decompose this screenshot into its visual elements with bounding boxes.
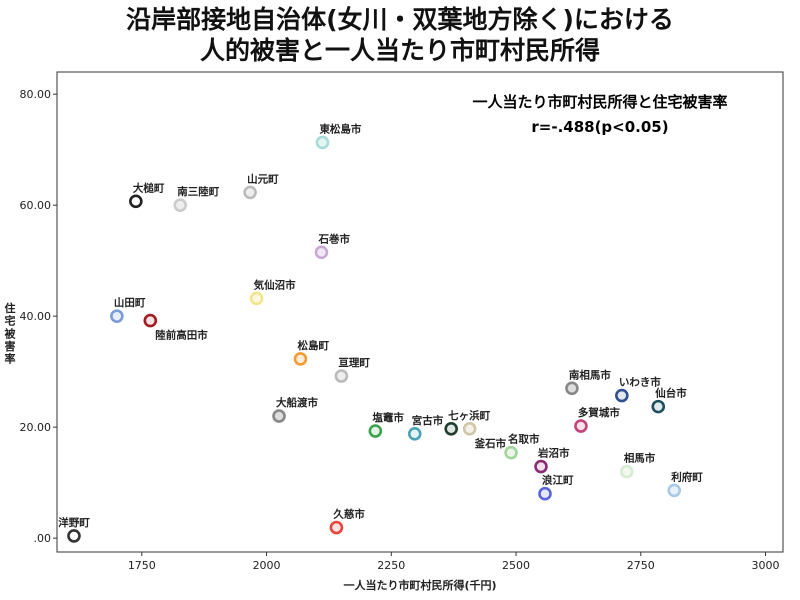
data-point	[574, 419, 588, 433]
data-point-label: 七ヶ浜町	[448, 409, 490, 422]
x-tick-label: 2000	[253, 559, 281, 572]
data-point	[249, 291, 264, 306]
data-point-label: 塩竈市	[372, 411, 404, 424]
data-point	[615, 388, 629, 403]
data-point	[368, 424, 383, 438]
correlation-annotation-line-1: 一人当たり市町村民所得と住宅被害率	[472, 93, 727, 111]
data-point-label: 釜石市	[474, 437, 507, 450]
data-point	[314, 245, 329, 260]
data-point-label: 東松島市	[319, 122, 361, 135]
data-point	[143, 313, 158, 328]
data-point	[329, 520, 344, 535]
x-tick-label: 2750	[627, 559, 655, 572]
data-point-label: 多賀城市	[578, 406, 620, 419]
x-tick-label: 2250	[377, 559, 405, 572]
data-point	[504, 445, 518, 460]
data-point	[315, 135, 330, 150]
x-tick-label: 2500	[502, 559, 530, 572]
data-point-label: 久慈市	[332, 508, 365, 521]
data-point-label: 大槌町	[133, 181, 165, 194]
y-tick-label: .00	[34, 532, 52, 545]
data-point	[444, 422, 458, 436]
chart-title-line-2: 人的被害と一人当たり市町村民所得	[199, 36, 600, 65]
data-point-label: 気仙沼市	[253, 278, 296, 291]
data-point	[173, 198, 188, 212]
data-point-label: 岩沼市	[537, 447, 570, 460]
y-tick-label: 20.00	[20, 421, 52, 434]
chart-title: 沿岸部接地自治体(女川・双葉地方除く)における 人的被害と一人当たり市町村民所得	[0, 4, 800, 66]
data-point-label: 宮古市	[412, 414, 444, 427]
x-tick-label: 3000	[752, 559, 780, 572]
data-point-label: 洋野町	[58, 516, 90, 529]
data-point	[534, 459, 548, 474]
data-point-label: 亘理町	[338, 357, 370, 369]
data-point	[651, 399, 666, 414]
data-point	[565, 381, 579, 396]
data-point	[407, 427, 422, 441]
data-point-label: 南相馬市	[569, 368, 611, 381]
y-tick-label: 80.00	[20, 88, 52, 101]
data-point-label: 浪江町	[542, 474, 574, 487]
data-point	[334, 369, 349, 383]
data-point-label: 大船渡市	[276, 396, 318, 409]
data-point	[462, 422, 477, 436]
y-axis: .00 20.00 40.00 60.00 80.00	[20, 88, 57, 545]
y-axis-label: 住宅被害率	[5, 301, 17, 366]
data-point-label: 石巻市	[317, 232, 350, 245]
data-point-label: 山元町	[247, 172, 279, 185]
data-point	[67, 529, 81, 543]
data-point	[538, 486, 552, 501]
data-point	[272, 409, 286, 423]
data-point-label: いわき市	[619, 376, 661, 389]
y-tick-label: 60.00	[20, 199, 52, 212]
chart-title-line-1: 沿岸部接地自治体(女川・双葉地方除く)における	[126, 5, 674, 34]
data-point	[667, 483, 682, 498]
data-point	[293, 352, 308, 366]
x-tick-label: 1750	[128, 559, 156, 572]
correlation-annotation-line-2: r=-.488(p<0.05)	[531, 118, 668, 136]
data-point-label: 松島町	[297, 339, 329, 352]
x-axis: 1750 2000 2250 2500 2750 3000	[128, 552, 780, 572]
data-point-label: 相馬市	[624, 452, 656, 465]
data-point	[620, 464, 634, 479]
data-point-label: 南三陸町	[177, 185, 219, 198]
data-point-label: 仙台市	[655, 387, 687, 400]
x-axis-label: 一人当たり市町村民所得(千円)	[343, 578, 496, 592]
data-point-label: 名取市	[508, 433, 540, 446]
data-point	[110, 309, 124, 323]
y-tick-label: 40.00	[20, 310, 52, 323]
data-point-label: 山田町	[114, 296, 146, 309]
data-point	[129, 194, 143, 209]
data-point-label: 利府町	[671, 470, 703, 483]
data-point-label: 陸前高田市	[155, 329, 208, 342]
data-point	[243, 185, 257, 200]
plot-area	[56, 71, 784, 553]
